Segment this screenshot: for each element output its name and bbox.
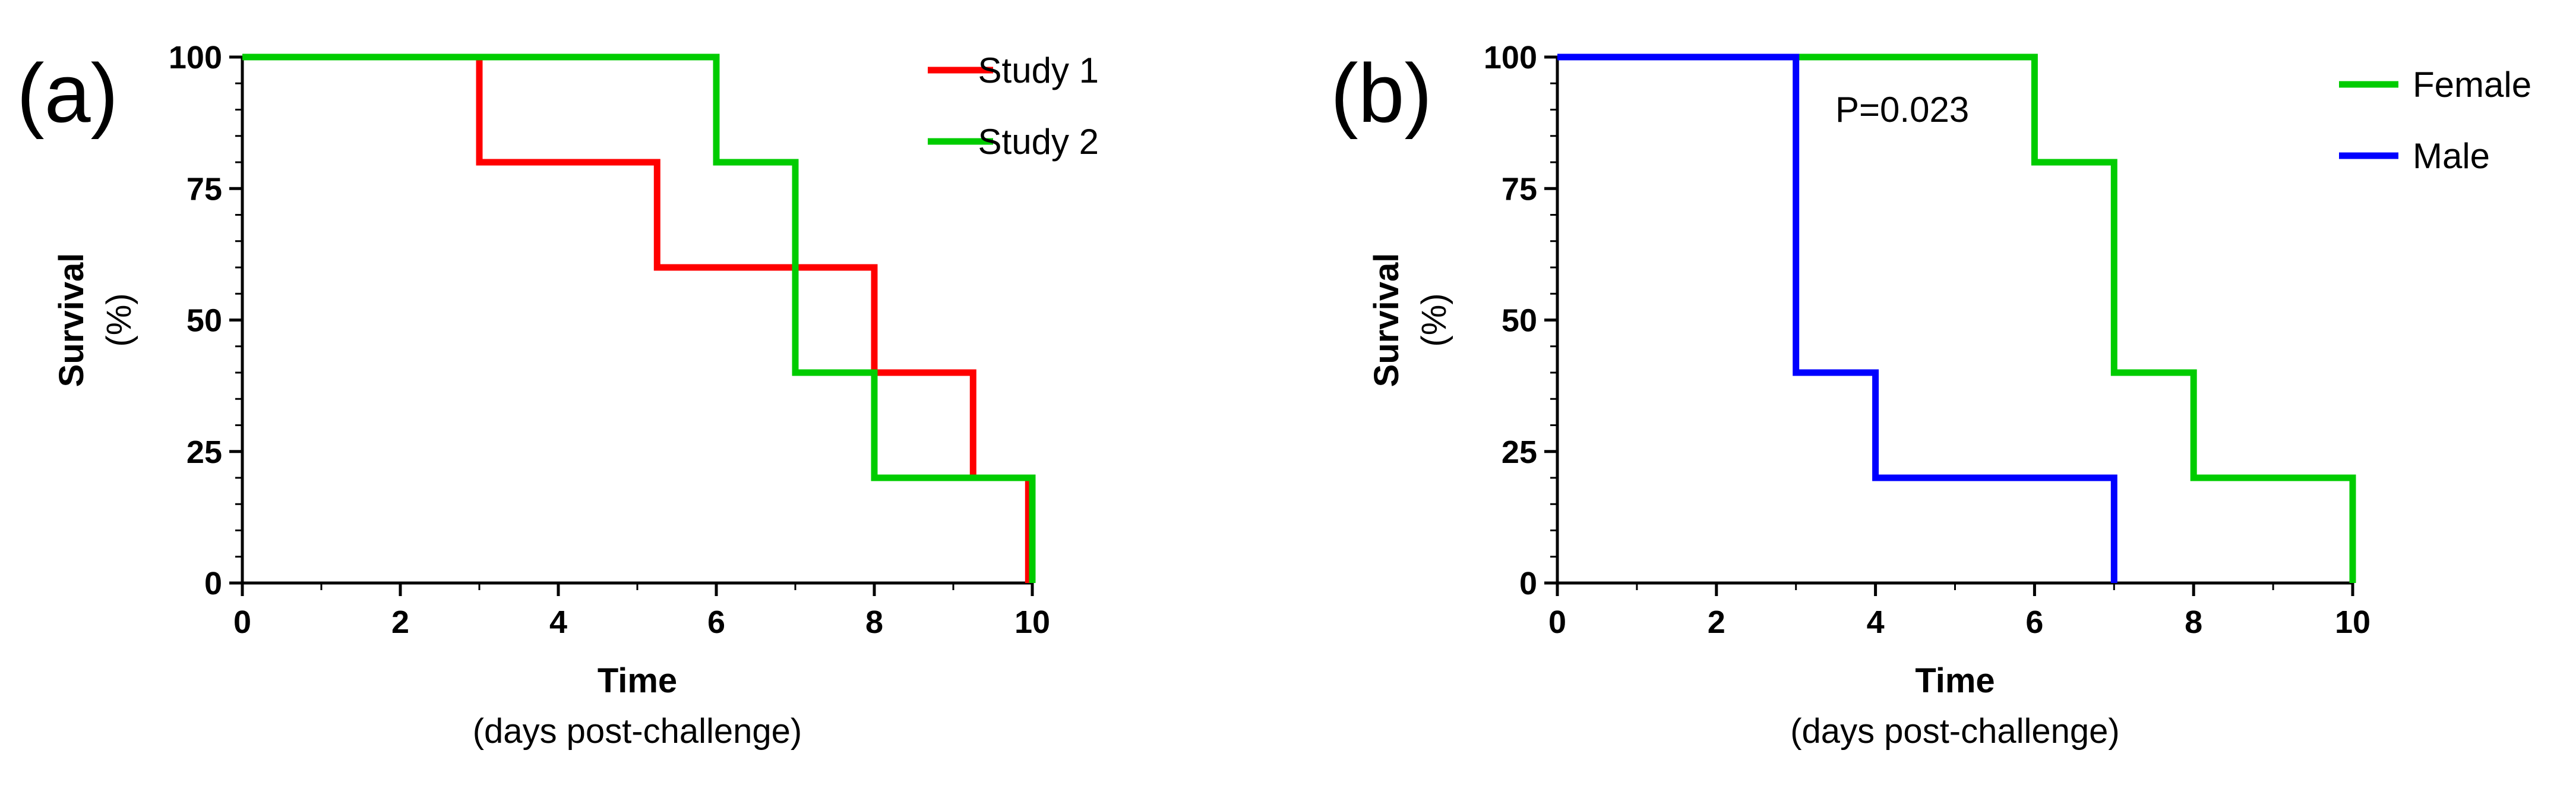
panel-label: (b)	[1330, 46, 1432, 140]
legend-label: Study 1	[978, 51, 1099, 90]
x-axis-subtitle: (days post-challenge)	[473, 712, 802, 751]
x-tick-label: 8	[2185, 604, 2202, 640]
legend-item: Female	[2339, 65, 2531, 105]
x-tick-label: 2	[391, 604, 409, 640]
x-axis-title: Time	[598, 661, 677, 700]
y-tick-label: 75	[187, 171, 222, 207]
series-line-female	[1557, 53, 2356, 583]
x-tick-label: 6	[707, 604, 725, 640]
legend-item: Study 2	[928, 122, 1099, 162]
x-tick-label: 6	[2025, 604, 2043, 640]
series-line-study-1	[242, 53, 1032, 583]
legend-label: Study 2	[978, 122, 1099, 162]
y-tick-label: 0	[204, 566, 222, 601]
y-axis-title: Survival	[52, 253, 91, 387]
y-tick-label: 25	[1502, 434, 1537, 470]
y-tick-label: 25	[187, 434, 222, 470]
series-line-study-2	[242, 53, 1036, 583]
x-tick-label: 0	[1548, 604, 1566, 640]
x-tick-label: 0	[233, 604, 251, 640]
x-tick-label: 4	[1867, 604, 1885, 640]
y-tick-label: 50	[1502, 303, 1537, 339]
y-axis-title: Survival	[1367, 253, 1406, 387]
legend-item: Study 1	[928, 51, 1099, 90]
p-value-annotation: P=0.023	[1835, 90, 1969, 130]
x-axis-subtitle: (days post-challenge)	[1790, 712, 2120, 751]
legend-label: Female	[2413, 65, 2531, 105]
x-tick-label: 4	[549, 604, 567, 640]
x-tick-label: 10	[2335, 604, 2370, 640]
y-axis-subtitle: (%)	[100, 293, 138, 346]
y-tick-label: 50	[187, 303, 222, 339]
panel-b: (b) 0 25 50 75 100 0 2 4 6 8 10 Time (days post-chall…	[1330, 40, 2531, 751]
series-line-male	[1557, 53, 2117, 583]
x-tick-label: 10	[1014, 604, 1050, 640]
y-tick-label: 100	[1484, 40, 1537, 75]
panel-label: (a)	[17, 46, 118, 140]
y-tick-label: 75	[1502, 171, 1537, 207]
x-tick-label: 8	[865, 604, 883, 640]
y-axis-subtitle: (%)	[1415, 293, 1453, 346]
legend-label: Male	[2413, 136, 2490, 176]
x-tick-label: 2	[1708, 604, 1725, 640]
y-tick-label: 0	[1519, 566, 1537, 601]
y-tick-label: 100	[169, 40, 222, 75]
legend-item: Male	[2339, 136, 2490, 176]
panel-a: (a) 0 25 50 75 100 0 2 4 6 8 10 Time (days post-chall…	[17, 40, 1099, 751]
x-axis-title: Time	[1915, 661, 1995, 700]
